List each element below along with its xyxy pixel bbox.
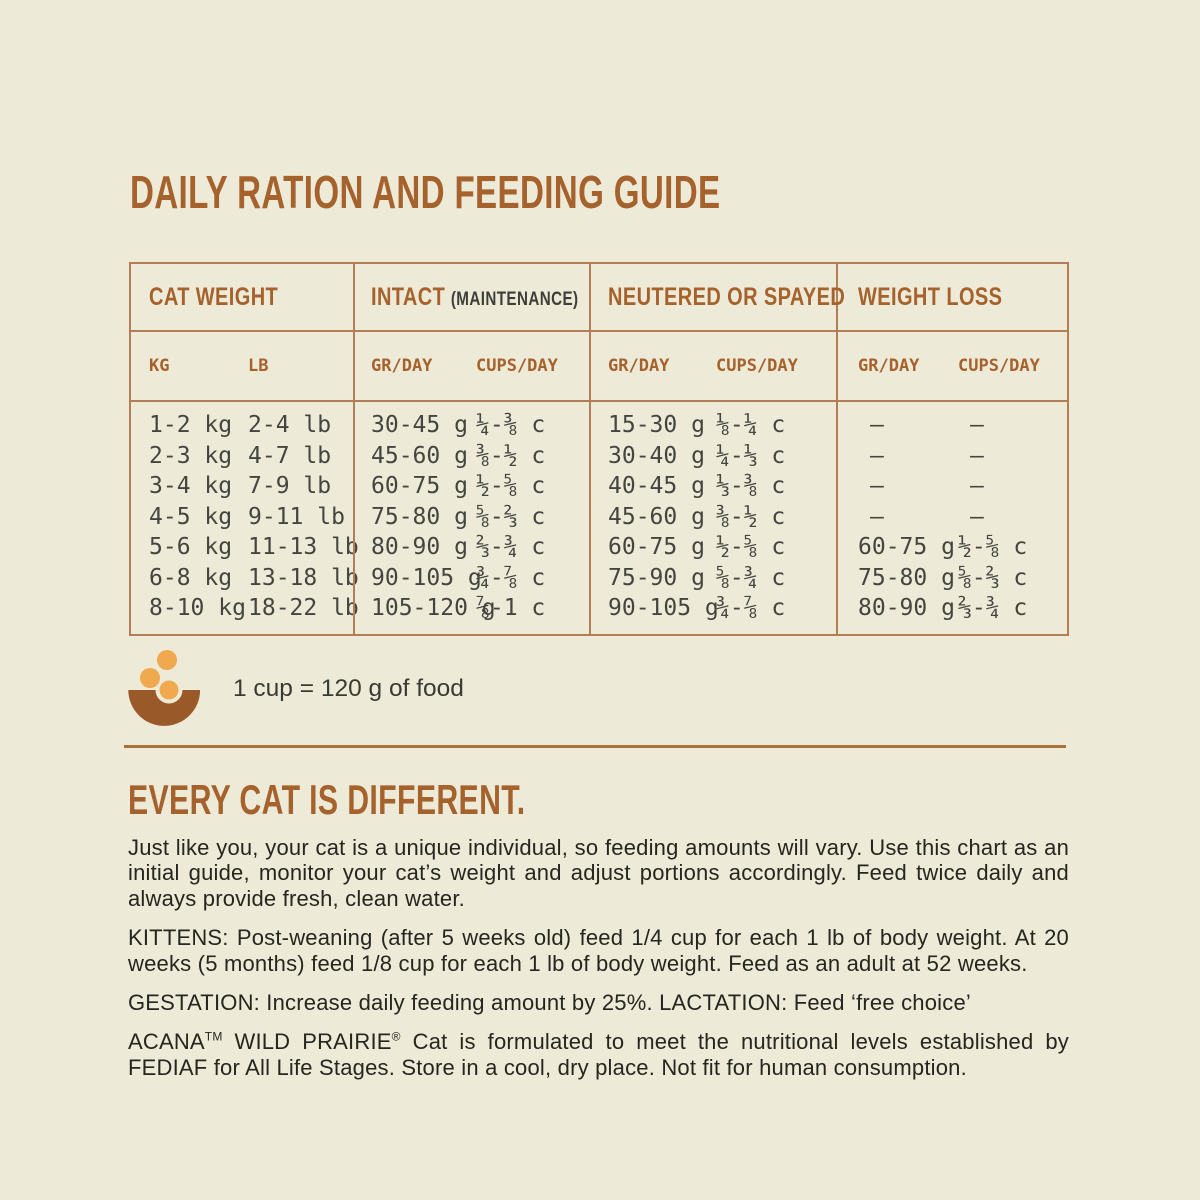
header-cat-weight: CAT WEIGHT bbox=[131, 264, 353, 330]
subheader-lb: LB bbox=[248, 356, 269, 376]
table-header-row: CAT WEIGHT INTACT (MAINTENANCE) NEUTERED … bbox=[131, 264, 1067, 332]
formulation-text: Cat is formulated to meet the nutritiona… bbox=[128, 1029, 1069, 1080]
subheader-intact: GR/DAY CUPS/DAY bbox=[353, 332, 589, 400]
kibble-dot bbox=[140, 668, 160, 688]
table-row: 75-90 g ⅝-¾ c bbox=[608, 564, 786, 591]
kibble-dot bbox=[159, 680, 179, 700]
subheader-grday: GR/DAY bbox=[608, 356, 670, 376]
table-row: — — bbox=[870, 503, 984, 530]
variation-paragraph: Just like you, your cat is a unique indi… bbox=[128, 835, 1069, 911]
table-row: 8-10 kg 18-22 lb bbox=[149, 595, 359, 621]
header-weight-loss: WEIGHT LOSS bbox=[836, 264, 1067, 330]
column-neutered: 15-30 g ⅛-¼ c 30-40 g ¼-⅓ c 40-45 g ⅓-⅜ c 4… bbox=[589, 402, 836, 634]
subheader-cupsday: CUPS/DAY bbox=[958, 356, 1040, 376]
subheader-grday: GR/DAY bbox=[371, 356, 433, 376]
cup-conversion-note: 1 cup = 120 g of food bbox=[233, 675, 464, 702]
section-divider bbox=[124, 745, 1066, 748]
table-row: 2-3 kg 4-7 lb bbox=[149, 442, 332, 469]
header-neutered: NEUTERED OR SPAYED bbox=[589, 264, 845, 330]
table-row: 5-6 kg 11-13 lb bbox=[149, 534, 359, 560]
table-row: 30-45 g ¼-⅜ c bbox=[371, 412, 546, 438]
column-intact: 30-45 g ¼-⅜ c 45-60 g ⅜-½ c 60-75 g ½-⅝ c 7… bbox=[353, 402, 589, 634]
table-row: 40-45 g ⅓-⅜ c bbox=[608, 473, 786, 499]
subheader-grday: GR/DAY bbox=[858, 356, 920, 376]
table-row: 30-40 g ¼-⅓ c bbox=[608, 442, 786, 469]
kibble-dot bbox=[157, 650, 177, 670]
table-row: 1-2 kg 2-4 lb bbox=[149, 412, 332, 438]
header-intact: INTACT (MAINTENANCE) bbox=[353, 264, 589, 330]
table-row: 90-105 g ¾-⅞ c bbox=[608, 595, 786, 621]
subheader-cupsday: CUPS/DAY bbox=[476, 356, 558, 376]
table-row: 80-90 g ⅔-¾ c bbox=[371, 534, 546, 560]
subheader-neutered: GR/DAY CUPS/DAY bbox=[589, 332, 836, 400]
page-title: DAILY RATION AND FEEDING GUIDE bbox=[130, 168, 950, 216]
table-row: 15-30 g ⅛-¼ c bbox=[608, 412, 786, 438]
table-row: 45-60 g ⅜-½ c bbox=[371, 442, 546, 469]
brand-name: ACANA bbox=[128, 1029, 205, 1055]
page-title-text: DAILY RATION AND FEEDING GUIDE bbox=[130, 166, 721, 218]
gestation-paragraph: GESTATION: Increase daily feeding amount… bbox=[128, 990, 971, 1016]
table-row: 80-90 g ⅔-¾ c bbox=[858, 595, 1028, 621]
header-label: CAT WEIGHT bbox=[149, 282, 279, 311]
registered-symbol: ® bbox=[391, 1030, 401, 1045]
table-row: 75-80 g ⅝-⅔ c bbox=[371, 503, 546, 530]
formulation-paragraph: ACANATM WILD PRAIRIE® Cat is formulated … bbox=[128, 1029, 1069, 1080]
header-note: (MAINTENANCE) bbox=[450, 288, 579, 310]
header-label: WEIGHT LOSS bbox=[858, 282, 1003, 311]
subheader-cupsday: CUPS/DAY bbox=[716, 356, 798, 376]
header-label: INTACT bbox=[371, 282, 446, 311]
table-row: 4-5 kg 9-11 lb bbox=[149, 503, 345, 530]
food-bowl-icon bbox=[128, 650, 201, 726]
subheader-kg: KG bbox=[149, 356, 170, 376]
table-row: — — bbox=[870, 442, 984, 469]
header-label: NEUTERED OR SPAYED bbox=[608, 282, 846, 311]
table-body: 1-2 kg 2-4 lb 2-3 kg 4-7 lb 3-4 kg 7-9 lb 4… bbox=[131, 402, 1067, 634]
table-row: 75-80 g ⅝-⅔ c bbox=[858, 564, 1028, 591]
kittens-paragraph: KITTENS: Post-weaning (after 5 weeks old… bbox=[128, 925, 1069, 976]
column-weight-loss: — — — — — — — — 60-75 g ½-⅝ c 75-80 g ⅝-⅔ c 80… bbox=[836, 402, 1067, 634]
section-heading: EVERY CAT IS DIFFERENT. bbox=[128, 776, 526, 823]
table-row: — — bbox=[870, 473, 984, 499]
subheader-weight-loss: GR/DAY CUPS/DAY bbox=[836, 332, 1067, 400]
table-row: 3-4 kg 7-9 lb bbox=[149, 473, 332, 499]
table-row: 60-75 g ½-⅝ c bbox=[371, 473, 546, 499]
table-subheader-row: KG LB GR/DAY CUPS/DAY GR/DAY CUPS/DAY GR… bbox=[131, 332, 1067, 402]
product-name: WILD PRAIRIE bbox=[222, 1029, 392, 1055]
info-section: EVERY CAT IS DIFFERENT. Just like you, y… bbox=[128, 776, 1069, 1080]
column-cat-weight: 1-2 kg 2-4 lb 2-3 kg 4-7 lb 3-4 kg 7-9 lb 4… bbox=[131, 402, 359, 634]
feeding-table: CAT WEIGHT INTACT (MAINTENANCE) NEUTERED … bbox=[129, 262, 1069, 636]
table-row: 6-8 kg 13-18 lb bbox=[149, 564, 359, 591]
subheader-cat-weight: KG LB bbox=[131, 332, 353, 400]
table-row: 105-120 g ⅞-1 c bbox=[371, 595, 546, 621]
table-row: 45-60 g ⅜-½ c bbox=[608, 503, 786, 530]
table-row: — — bbox=[870, 412, 984, 438]
trademark-symbol: TM bbox=[204, 1030, 223, 1045]
table-row: 60-75 g ½-⅝ c bbox=[858, 534, 1028, 560]
table-row: 60-75 g ½-⅝ c bbox=[608, 534, 786, 560]
table-row: 90-105 g ¾-⅞ c bbox=[371, 564, 546, 591]
